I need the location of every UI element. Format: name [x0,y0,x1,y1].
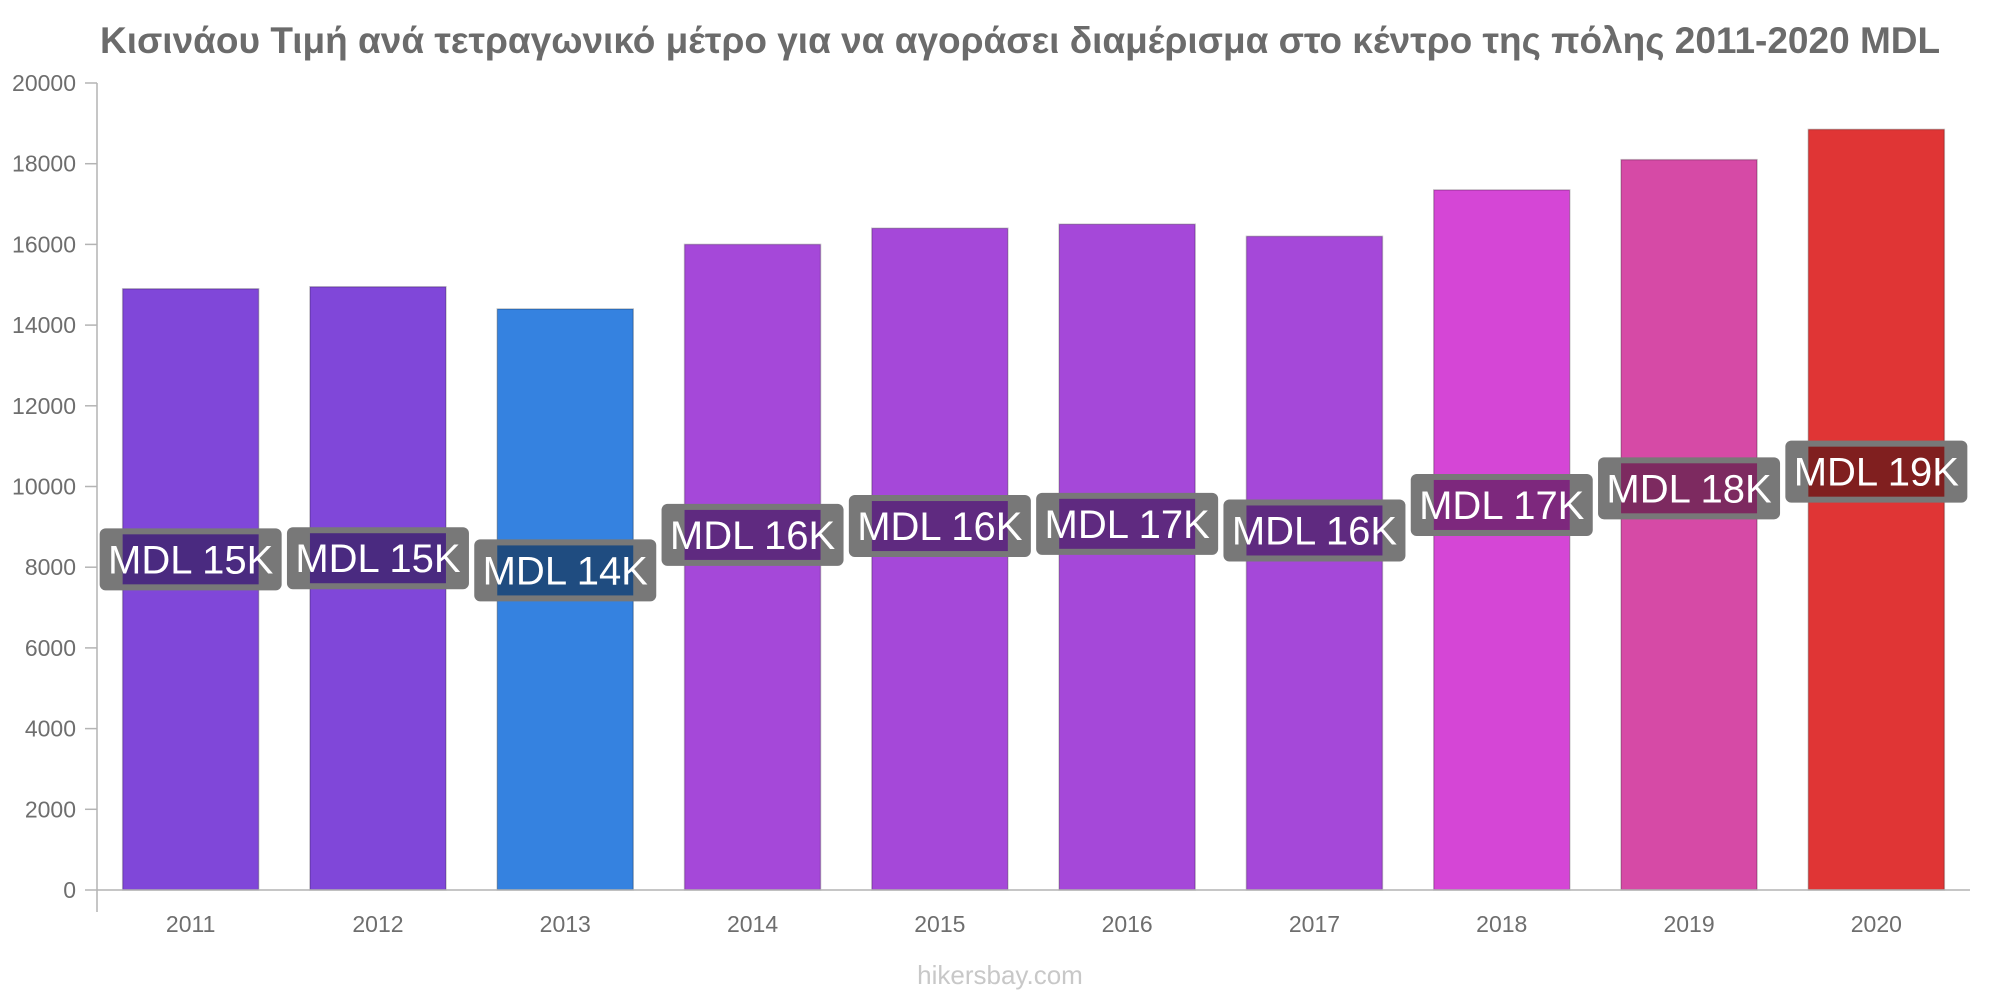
x-tick-label: 2015 [914,911,965,937]
data-labels-layer: MDL 15K MDL 15K MDL 14K MDL 16K MDL 16K MDL 1… [99,440,1968,602]
data-label: MDL 16K [1223,499,1406,562]
bar-2017 [1245,235,1384,891]
data-label-band [1433,479,1570,530]
data-label-text: MDL 16K [857,505,1023,549]
bar-2020 [1807,128,1946,891]
data-label-text: MDL 14K [483,549,649,593]
x-tick-label: 2020 [1851,911,1902,937]
data-label: MDL 16K [848,495,1031,558]
x-tick-label: 2013 [540,911,591,937]
chart-title: Κισινάου Τιμή ανά τετραγωνικό μέτρο για … [100,20,1941,61]
x-tick-label: 2016 [1102,911,1153,937]
data-label-text: MDL 15K [295,537,461,581]
data-label-text: MDL 17K [1419,484,1585,528]
bar-2018 [1433,189,1571,891]
data-label-band [1246,505,1383,556]
data-label-band [871,501,1008,552]
y-tick-label: 8000 [25,554,76,580]
y-tick-label: 4000 [25,716,76,742]
x-tick-label: 2011 [166,911,215,937]
bar-2015 [871,227,1009,891]
data-label-text: MDL 19K [1794,451,1960,495]
x-tick-label: 2019 [1663,911,1714,937]
y-tick-label: 10000 [12,474,76,500]
data-label-band [1808,446,1945,497]
data-label: MDL 17K [1410,473,1593,536]
data-label-band [309,533,446,584]
bar-2014 [683,243,822,891]
data-label: MDL 15K [99,528,282,591]
data-label-band [1059,498,1196,549]
y-tick-label: 16000 [12,231,76,257]
data-label-text: MDL 18K [1606,467,1772,511]
y-tick-label: 2000 [25,796,76,822]
bar-2016 [1058,223,1196,891]
data-label-band [122,534,259,585]
source-footer: hikersbay.com [917,960,1083,990]
data-label: MDL 18K [1598,457,1781,520]
y-axis: 0 2000 4000 6000 8000 10000 12000 14000 16000 180… [12,70,97,903]
data-label: MDL 17K [1036,492,1219,555]
y-tick-label: 0 [63,877,76,903]
bar-2019 [1620,158,1758,891]
data-label-band [1621,463,1758,514]
y-tick-label: 6000 [25,635,76,661]
data-label: MDL 16K [661,503,844,566]
data-label-band [497,545,634,596]
x-tick-label: 2018 [1476,911,1527,937]
axis-lines [96,83,1970,912]
data-label: MDL 15K [286,527,469,590]
data-label-band [684,509,821,560]
data-label-text: MDL 15K [108,538,274,582]
data-label-text: MDL 16K [1232,509,1398,553]
y-tick-label: 18000 [12,151,76,177]
x-axis: 2011 2012 2013 2014 2015 2016 2017 2018 2019 2020 [166,911,1902,937]
data-label-text: MDL 16K [670,514,836,558]
data-label-text: MDL 17K [1045,503,1211,547]
y-tick-label: 12000 [12,393,76,419]
data-label: MDL 14K [474,539,657,602]
data-label: MDL 19K [1785,440,1968,503]
x-tick-label: 2012 [352,911,403,937]
y-tick-label: 14000 [12,312,76,338]
y-tick-label: 20000 [12,70,76,96]
x-tick-label: 2017 [1289,911,1340,937]
x-tick-label: 2014 [727,911,778,937]
